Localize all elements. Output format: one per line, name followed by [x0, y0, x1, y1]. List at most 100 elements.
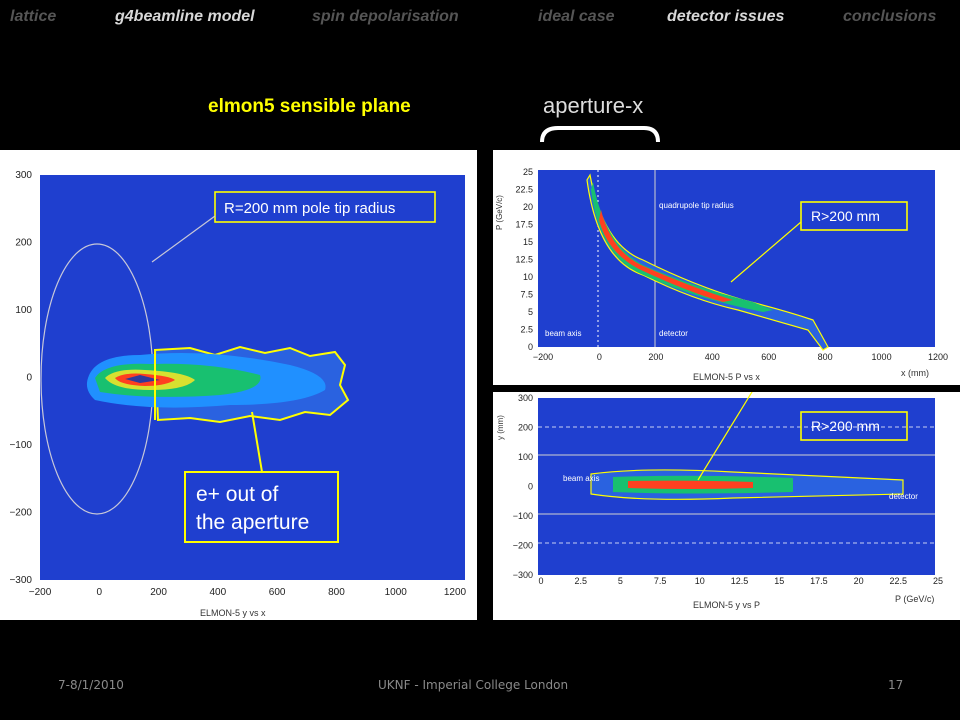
x-tick-label: 12.5: [731, 576, 749, 586]
x-tick-label: −200: [533, 352, 553, 362]
out-of-aperture-line1: e+ out of: [196, 483, 278, 506]
plot-p-vs-x: −200 0 200 400 600 800 1000 1200 25 22.5 20 17.5 15 1…: [493, 150, 960, 385]
x-axis-label: ELMON-5 P vs x: [693, 372, 760, 382]
momentum-curve-core: [599, 210, 733, 302]
aperture-brace: [540, 126, 660, 143]
nav-item-spin-depolarisation[interactable]: spin depolarisation: [312, 8, 459, 25]
footer-page-number: 17: [888, 678, 904, 692]
x-tick-label: 800: [818, 352, 833, 362]
x-tick-label: 0: [597, 352, 602, 362]
y-tick-label: −200: [9, 508, 32, 519]
y-tick-label: 200: [15, 238, 32, 249]
y-vs-x-tick-labels: −200 0 200 400 600 800 1000 12003002001000−100−…: [9, 170, 466, 598]
x-tick-label: 1200: [928, 352, 948, 362]
detector-label: detector: [659, 329, 688, 338]
x-tick-label: 400: [210, 587, 227, 598]
plot-y-vs-p-svg: 0 2.5 5 7.5 10 12.5 15 17.5 20 22.5 25 300 200 100 0 −1…: [496, 392, 943, 610]
y-tick-label: −100: [9, 440, 32, 451]
y-tick-label: 5: [528, 307, 533, 317]
nav-item-conclusions[interactable]: conclusions: [843, 8, 937, 25]
y-tick-label: 12.5: [515, 255, 533, 265]
annotation-box: [800, 411, 908, 441]
nav-item-lattice[interactable]: lattice: [10, 8, 57, 25]
footer-institution: UKNF - Imperial College London: [378, 678, 569, 692]
y-tick-label: 200: [518, 423, 533, 433]
x-tick-label: 20: [854, 576, 864, 586]
aperture-label: aperture-x: [543, 93, 644, 118]
y-tick-label: 15: [523, 237, 533, 247]
x-unit-label: x (mm): [901, 368, 929, 378]
x-unit-label: P (GeV/c): [895, 594, 934, 604]
y-tick-label: 300: [518, 393, 533, 403]
plot-y-vs-x: −200 0 200 400 600 800 1000 1200 300 200 100 0 −100−…: [0, 150, 477, 620]
y-tick-label: 20: [523, 202, 533, 212]
x-axis-label: ELMON-5 y vs P: [693, 600, 760, 610]
x-tick-label: 25: [933, 576, 943, 586]
contour-core-inner: [125, 375, 160, 383]
y-tick-label: 100: [518, 452, 533, 462]
band-core: [628, 480, 753, 489]
y-tick-label: −100: [513, 511, 533, 521]
x-axis-label: ELMON-5 y vs x: [200, 608, 266, 618]
nav-item-g4beamline-model[interactable]: g4beamline model: [115, 8, 255, 25]
y-tick-label: 100: [15, 305, 32, 316]
beam-axis-label: beam axis: [563, 474, 599, 483]
y-tick-label: −300: [513, 570, 533, 580]
beam-axis-label: beam axis: [545, 329, 581, 338]
x-tick-label: 1000: [872, 352, 892, 362]
beam-contours: [86, 345, 350, 424]
y-tick-label: 25: [523, 167, 533, 177]
x-tick-label: 15: [774, 576, 784, 586]
y-tick-label: 10: [523, 272, 533, 282]
annotation-pointer: [730, 221, 802, 283]
plot-p-vs-x-svg: −200 0 200 400 600 800 1000 12002522.52017.5151…: [495, 167, 948, 382]
x-tick-label: 10: [695, 576, 705, 586]
x-tick-label: 200: [150, 587, 167, 598]
y-tick-label: 17.5: [515, 220, 533, 230]
section-nav: lattice g4beamline model spin depolarisa…: [0, 8, 960, 32]
annotation-text: R>200 mm: [811, 418, 880, 434]
nav-item-detector-issues[interactable]: detector issues: [667, 8, 785, 25]
out-of-aperture-line2: the aperture: [196, 511, 309, 534]
y-tick-label: 0: [528, 342, 533, 352]
x-tick-label: 800: [328, 587, 345, 598]
x-tick-label: 1000: [385, 587, 408, 598]
y-tick-label: 2.5: [520, 325, 533, 335]
y-unit-label: y (mm): [496, 415, 505, 440]
footer-date: 7-8/1/2010: [58, 678, 124, 692]
pole-tip-annotation: R=200 mm pole tip radius: [224, 200, 395, 217]
quadrupole-label: quadrupole tip radius: [659, 201, 734, 210]
y-tick-label: 0: [26, 373, 32, 384]
annotation-box: [800, 201, 908, 231]
nav-item-ideal-case[interactable]: ideal case: [538, 8, 615, 25]
plot-y-vs-x-svg: −200 0 200 400 600 800 1000 12003002001000−100−…: [9, 170, 466, 618]
x-tick-label: 400: [705, 352, 720, 362]
plot-area: [538, 170, 935, 347]
y-unit-label: P (GeV/c): [495, 195, 504, 230]
x-tick-label: 17.5: [810, 576, 828, 586]
y-vs-p-tick-labels: 0 2.5 5 7.5 10 12.5 15 17.5 20 22.5 25 300 200 100 0 −1…: [513, 393, 943, 586]
x-tick-label: 600: [761, 352, 776, 362]
y-tick-label: 0: [528, 482, 533, 492]
y-tick-label: −200: [513, 541, 533, 551]
detector-label: detector: [889, 492, 918, 501]
x-tick-label: 600: [269, 587, 286, 598]
x-tick-label: 0: [97, 587, 103, 598]
x-tick-label: 200: [648, 352, 663, 362]
out-of-aperture-pointer: [251, 411, 263, 473]
y-tick-label: 300: [15, 170, 32, 181]
x-tick-label: 22.5: [890, 576, 908, 586]
x-tick-label: 5: [618, 576, 623, 586]
x-tick-label: 2.5: [574, 576, 587, 586]
y-tick-label: 22.5: [515, 185, 533, 195]
p-vs-x-tick-labels: −200 0 200 400 600 800 1000 12002522.52017.5151…: [515, 167, 948, 362]
slide-title: elmon5 sensible plane: [208, 96, 411, 117]
x-tick-label: −200: [29, 587, 52, 598]
pole-tip-annotation-box: [214, 191, 436, 223]
annotation-pointer: [697, 392, 753, 481]
annotation-text: R>200 mm: [811, 208, 880, 224]
y-tick-label: −300: [9, 575, 32, 586]
x-tick-label: 1200: [444, 587, 467, 598]
y-tick-label: 7.5: [520, 290, 533, 300]
pole-tip-arrow: [151, 215, 216, 263]
